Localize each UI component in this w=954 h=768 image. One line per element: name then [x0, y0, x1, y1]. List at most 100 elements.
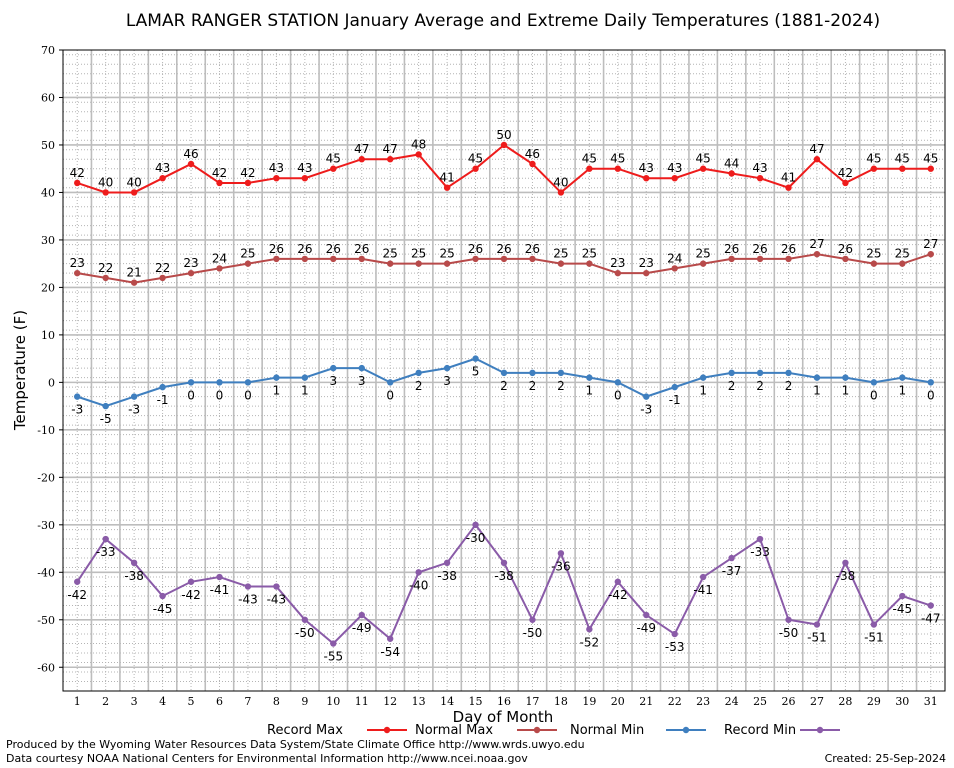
data-point [842, 255, 849, 263]
data-point [671, 175, 678, 182]
data-point [699, 165, 707, 172]
data-point [443, 184, 451, 191]
data-label: 5 [472, 365, 480, 379]
x-tick-label: 28 [838, 695, 852, 708]
data-label: 0 [216, 388, 224, 402]
data-label: 25 [383, 247, 398, 261]
y-tick-label: 50 [41, 139, 55, 152]
data-point [586, 626, 593, 633]
data-point [614, 578, 622, 585]
x-tick-label: 24 [725, 695, 739, 708]
data-label: 26 [297, 242, 312, 256]
data-label: -38 [494, 569, 514, 583]
data-label: 48 [411, 137, 426, 151]
data-point [870, 621, 878, 628]
data-label: 25 [582, 247, 597, 261]
data-point [358, 364, 365, 372]
data-label: 26 [354, 242, 369, 256]
data-label: 46 [525, 147, 540, 161]
data-label: 2 [728, 379, 736, 393]
data-label: -41 [210, 583, 230, 597]
x-tick-label: 5 [188, 695, 195, 708]
y-tick-label: 30 [41, 234, 55, 247]
y-tick-label: -10 [37, 424, 55, 437]
data-point [899, 165, 906, 172]
data-point [159, 383, 166, 391]
data-label: 43 [667, 161, 682, 175]
data-label: -3 [128, 403, 140, 417]
data-label: 45 [326, 152, 341, 166]
data-label: 2 [756, 379, 764, 393]
data-point [927, 379, 934, 386]
data-label: -42 [181, 588, 201, 602]
data-label: 22 [155, 261, 170, 275]
x-tick-label: 14 [440, 695, 454, 708]
data-label: 22 [98, 261, 113, 275]
data-point [842, 374, 849, 381]
data-point [586, 374, 593, 381]
legend-label: Record Max [267, 723, 343, 738]
data-point [557, 550, 565, 557]
data-point [130, 559, 138, 566]
data-point [557, 260, 565, 267]
legend-label: Normal Max [415, 723, 493, 738]
data-label: 2 [415, 379, 423, 393]
legend-label: Normal Min [570, 723, 644, 738]
legend-swatch-marker [682, 726, 690, 734]
data-label: -41 [693, 583, 713, 597]
data-label: -54 [380, 645, 400, 659]
data-point [415, 369, 422, 377]
y-tick-label: -60 [37, 661, 55, 674]
x-tick-label: 29 [867, 695, 881, 708]
data-point [386, 379, 394, 386]
data-point [785, 184, 792, 191]
data-point [102, 535, 109, 543]
data-point [415, 569, 422, 576]
data-point [899, 374, 906, 381]
data-point [529, 616, 536, 623]
x-tick-label: 7 [244, 695, 251, 708]
data-label: 40 [98, 175, 113, 189]
x-tick-label: 1 [74, 695, 81, 708]
data-point [273, 255, 280, 263]
data-label: 26 [326, 242, 341, 256]
data-point [699, 374, 707, 381]
data-point [671, 383, 678, 391]
data-label: -49 [636, 621, 656, 635]
data-label: 26 [724, 242, 739, 256]
x-tick-label: 18 [554, 695, 568, 708]
data-point [443, 364, 451, 372]
data-label: -37 [722, 564, 742, 578]
data-point [586, 165, 593, 172]
data-point [500, 255, 508, 263]
data-point [842, 559, 849, 566]
data-point [671, 630, 678, 638]
data-point [785, 255, 792, 263]
y-tick-label: 10 [41, 329, 55, 342]
data-label: 0 [614, 388, 622, 402]
y-axis-label: Temperature (F) [11, 310, 29, 431]
x-tick-label: 2 [102, 695, 109, 708]
data-point [386, 635, 394, 642]
data-point [756, 535, 764, 543]
data-label: 0 [187, 388, 195, 402]
data-point [557, 189, 565, 196]
data-point [500, 559, 508, 566]
data-label: 42 [838, 166, 853, 180]
data-point [301, 175, 309, 182]
data-label: 26 [838, 242, 853, 256]
x-tick-label: 26 [782, 695, 796, 708]
data-label: -1 [157, 393, 169, 407]
data-label: 43 [639, 161, 654, 175]
y-tick-label: -30 [37, 519, 55, 532]
data-label: 44 [724, 156, 739, 170]
data-point [614, 379, 622, 386]
x-tick-label: 21 [639, 695, 653, 708]
data-point [643, 269, 650, 277]
x-tick-label: 13 [412, 695, 426, 708]
data-label: 25 [439, 247, 454, 261]
legend-label: Record Min [724, 723, 796, 738]
data-point [216, 573, 223, 581]
series-record-min: -42-33-38-45-42 -41-43 -43-50-55-49-54-40-… [67, 521, 941, 664]
data-label: 23 [70, 256, 85, 270]
